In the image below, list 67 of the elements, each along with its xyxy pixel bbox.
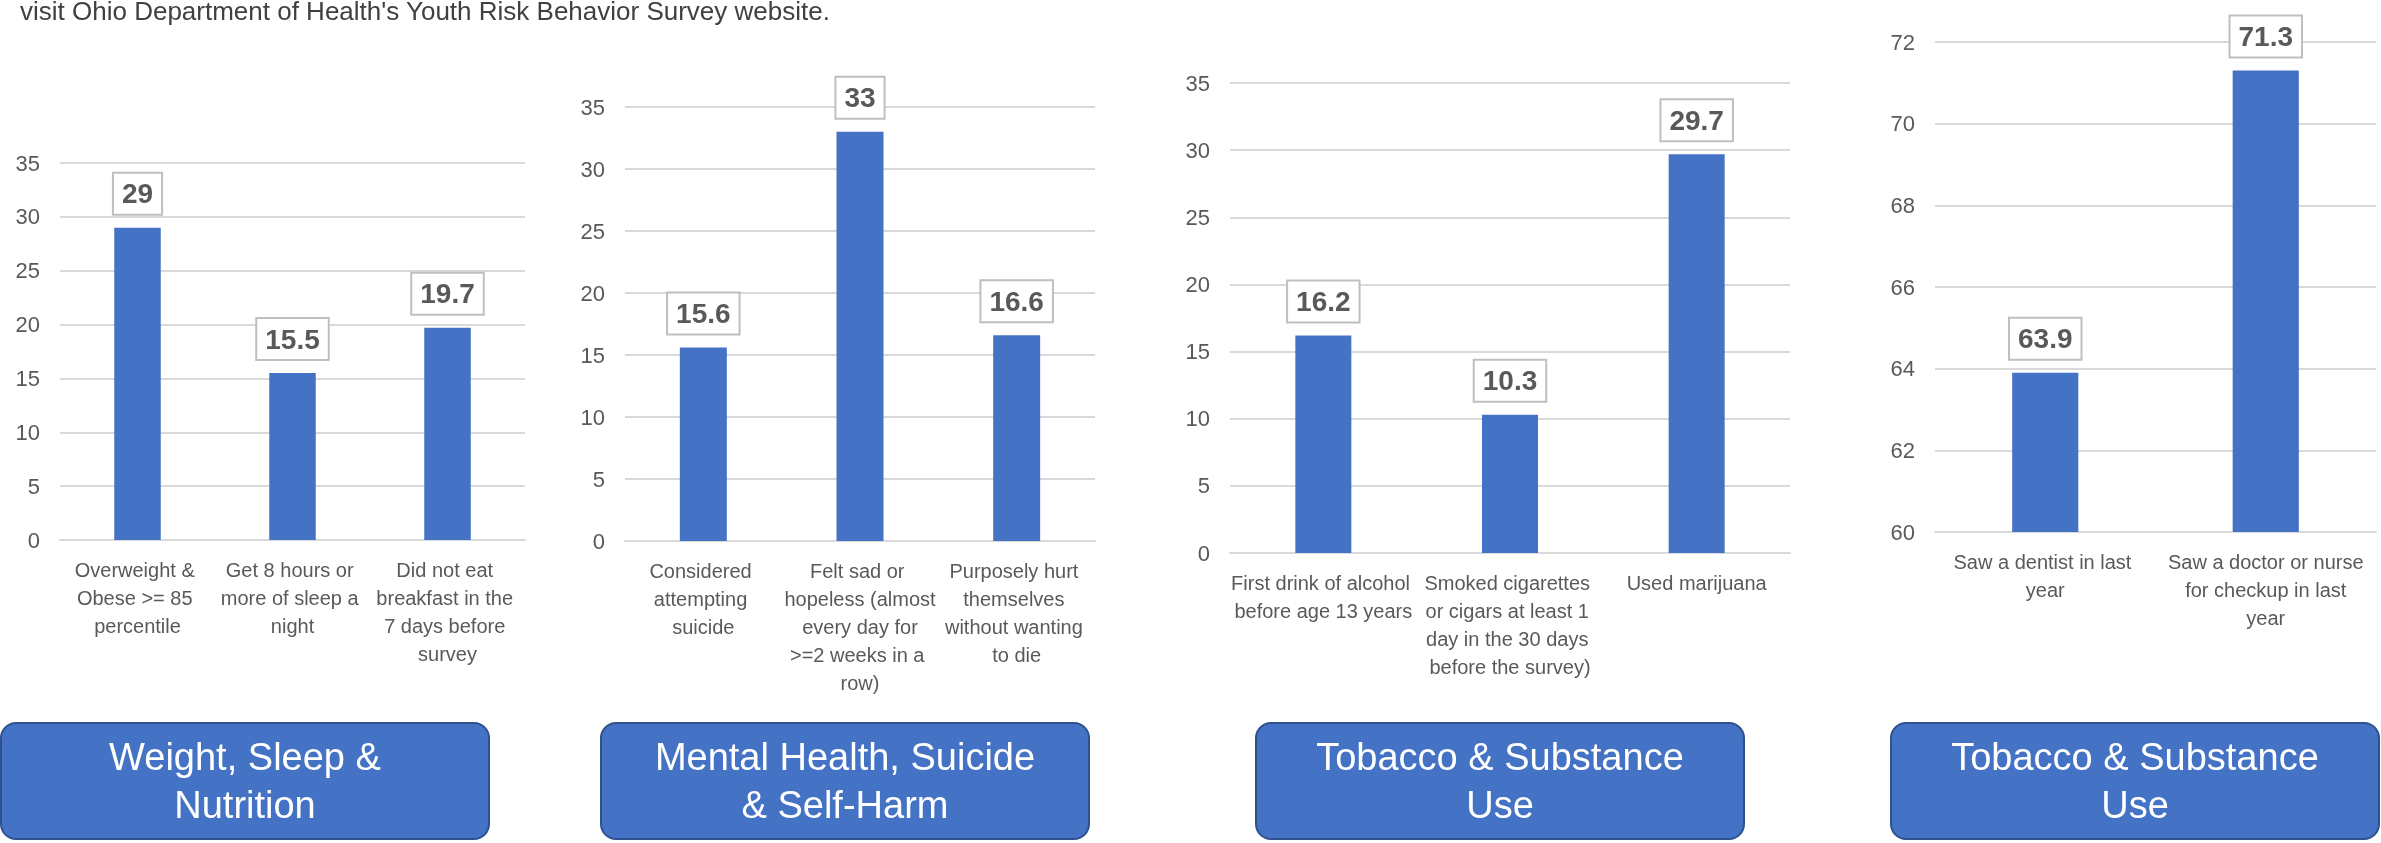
y-tick-label: 35: [15, 150, 40, 176]
data-label: 33: [844, 82, 876, 114]
x-tick-label: Considered attempting suicide: [649, 560, 758, 638]
bar: [1295, 335, 1352, 553]
y-tick-label: 70: [1890, 111, 1915, 137]
y-tick-label: 25: [580, 218, 605, 244]
bar: [1482, 414, 1538, 553]
data-label: 10.3: [1482, 365, 1538, 397]
y-tick-label: 64: [1890, 356, 1915, 382]
y-tick-label: 10: [15, 419, 40, 445]
y-tick-label: 30: [15, 204, 40, 230]
x-tick-label: Purposely hurt themselves without wanting to die: [943, 560, 1089, 666]
bar: [1668, 154, 1725, 553]
text: Tobacco & Substance Use: [1890, 722, 2380, 840]
y-tick-label: 62: [1890, 437, 1915, 463]
y-tick-label: 68: [1890, 192, 1915, 218]
y-tick-label: 5: [592, 466, 605, 492]
data-label: 29: [121, 178, 154, 210]
y-tick-label: 5: [27, 473, 40, 499]
x-tick-label: Saw a dentist in last year: [1953, 551, 2137, 601]
y-tick-label: 66: [1890, 274, 1915, 300]
y-tick-label: 20: [580, 280, 605, 306]
x-tick-label: Did not eat breakfast in the 7 days before survey: [376, 559, 519, 665]
bar: [679, 347, 727, 541]
y-tick-label: 72: [1890, 29, 1915, 55]
bar: [836, 131, 884, 541]
y-tick-label: 60: [1890, 519, 1915, 545]
y-tick-label: 15: [580, 342, 605, 368]
x-tick-label: Overweight & Obese >= 85 percentile: [74, 559, 201, 637]
y-tick-label: 10: [580, 404, 605, 430]
y-tick-label: 0: [27, 527, 40, 553]
y-tick-label: 0: [592, 528, 605, 554]
x-tick-label: Saw a doctor or nurse for checkup in last year: [2167, 551, 2364, 629]
y-tick-label: 5: [1197, 473, 1210, 499]
y-tick-label: 35: [1185, 70, 1210, 96]
x-tick-label: First drink of alcohol before age 13 years: [1231, 572, 1416, 622]
data-label: 63.9: [2018, 323, 2073, 355]
bar: [269, 373, 316, 540]
data-label: 15.6: [676, 298, 731, 330]
data-label: 29.7: [1669, 104, 1724, 136]
y-tick-label: 10: [1185, 406, 1210, 432]
text: visit Ohio Department of Health's Youth Risk Behavior Survey website.: [20, 0, 830, 27]
text: Tobacco & Substance Use: [1255, 722, 1745, 840]
y-tick-label: 30: [1185, 137, 1210, 163]
data-label: 16.2: [1296, 285, 1351, 317]
text: Weight, Sleep & Nutrition: [0, 722, 490, 840]
x-tick-label: Smoked cigarettes or cigars at least 1 day in the 30 days before the survey): [1424, 572, 1596, 678]
y-tick-label: 35: [580, 94, 605, 120]
y-tick-label: 15: [1185, 339, 1210, 365]
data-label: 16.6: [989, 285, 1044, 317]
x-tick-label: Get 8 hours or more of sleep a night: [220, 559, 365, 637]
y-tick-label: 0: [1197, 540, 1210, 566]
data-label: 19.7: [420, 278, 475, 310]
bar: [993, 335, 1041, 541]
x-tick-label: Used marijuana: [1626, 572, 1768, 594]
bar: [114, 227, 161, 540]
y-tick-label: 30: [580, 156, 605, 182]
y-tick-label: 25: [1185, 204, 1210, 230]
y-tick-label: 15: [15, 365, 40, 391]
data-label: 71.3: [2238, 21, 2293, 53]
bar: [424, 327, 471, 540]
x-tick-label: Felt sad or hopeless (almost every day for >=2 weeks in a row): [784, 560, 937, 694]
text: Mental Health, Suicide & Self-Harm: [600, 722, 1090, 840]
y-tick-label: 20: [15, 312, 40, 338]
data-label: 15.5: [265, 323, 320, 355]
y-tick-label: 25: [15, 258, 40, 284]
y-tick-label: 20: [1185, 271, 1210, 297]
